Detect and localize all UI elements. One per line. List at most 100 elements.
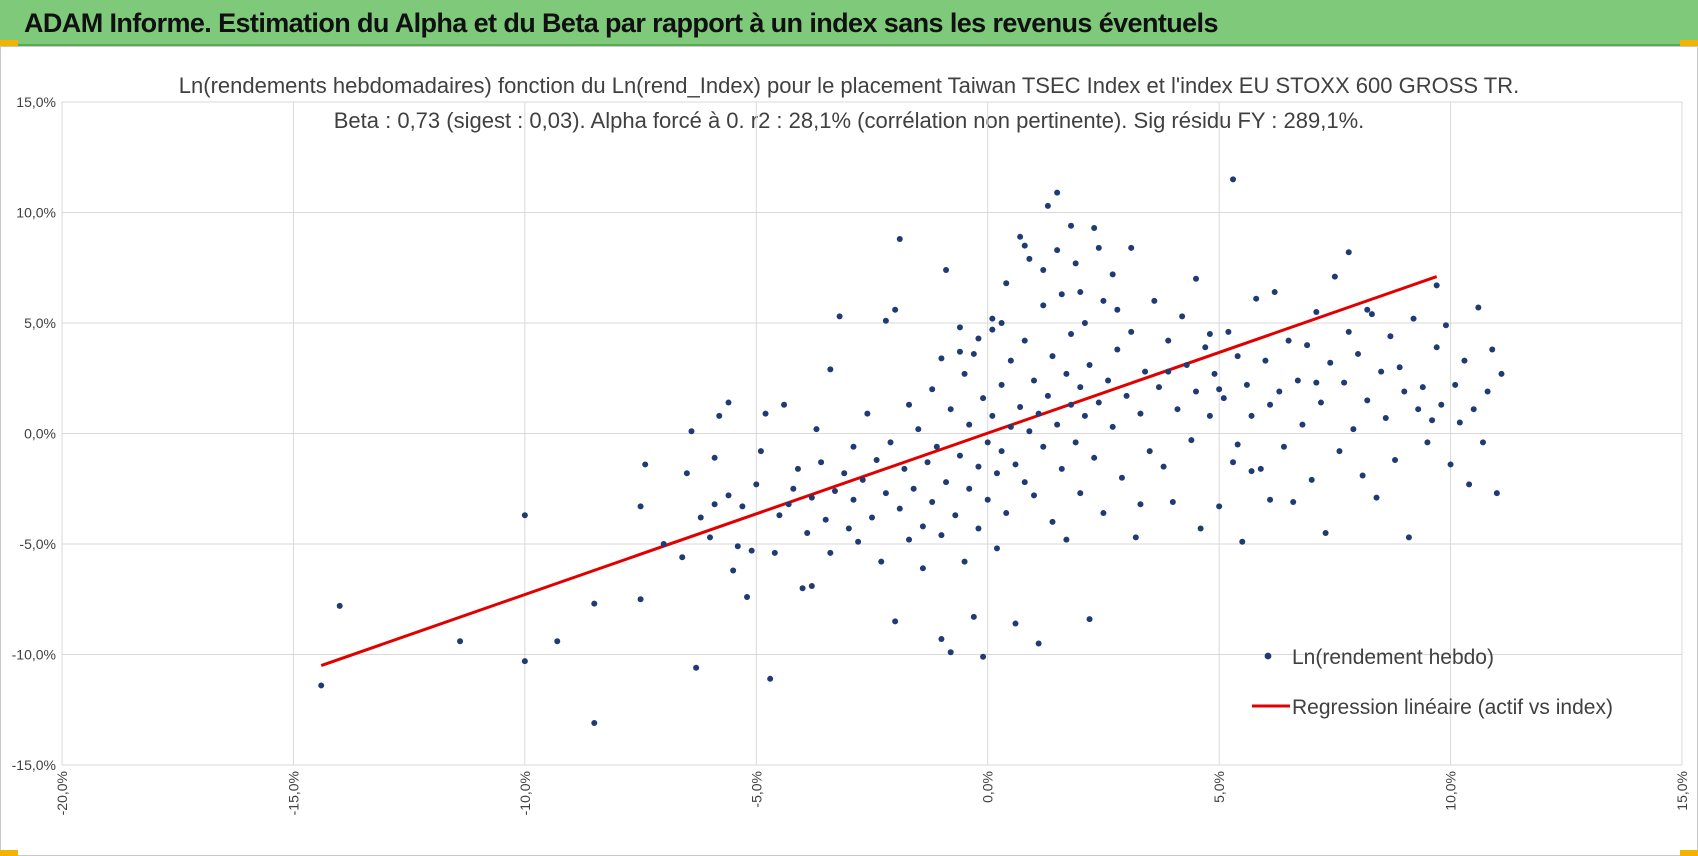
regression-line [320,275,1438,667]
data-point [554,638,561,645]
data-point [859,476,866,483]
data-point [1044,392,1051,399]
regression-series [320,275,1438,667]
data-point [1151,297,1158,304]
data-point [1456,419,1463,426]
corner-marker [0,40,18,46]
data-point [591,720,598,727]
legend: Ln(rendement hebdo) Regression linéaire … [1252,646,1613,719]
data-point [637,503,644,510]
data-point [1290,499,1297,506]
data-point [1063,370,1070,377]
data-point [961,558,968,565]
data-point [878,558,885,565]
data-point [744,594,751,601]
data-point [1193,275,1199,282]
corner-marker [1680,40,1698,46]
data-point [938,355,945,362]
x-tick-label: 15,0% [1674,771,1690,811]
data-point [1137,501,1144,508]
x-tick-label: 0,0% [980,771,996,803]
data-point [1345,249,1352,256]
data-point [785,501,792,508]
data-point [1396,364,1403,371]
data-point [1077,289,1084,296]
data-point [1433,282,1440,289]
data-point [1077,490,1084,497]
data-point [827,549,834,556]
data-point [952,512,959,519]
data-point [336,602,343,609]
data-point [679,554,686,561]
data-point [1452,381,1459,388]
data-point [1179,313,1186,320]
data-point [739,503,746,510]
data-point [1072,439,1079,446]
data-point [1341,379,1348,386]
data-point [1081,412,1088,419]
data-point [688,428,695,435]
data-point [1197,525,1204,532]
report-banner: ADAM Informe. Estimation du Alpha et du … [0,0,1698,46]
data-point [762,410,769,417]
data-point [1086,361,1093,368]
data-point [1466,481,1473,488]
data-point [1461,357,1468,364]
data-point [799,585,806,592]
data-point [1035,640,1042,647]
data-point [1313,379,1320,386]
data-point [822,516,829,523]
data-point [984,496,991,503]
data-point [1387,333,1394,340]
data-point [1479,439,1486,446]
data-point [901,465,908,472]
data-point [980,395,987,402]
data-point [683,470,690,477]
data-point [850,496,857,503]
data-point [1188,437,1195,444]
chart-title: Ln(rendements hebdomadaires) fonction du… [179,73,1519,98]
data-point [1142,368,1149,375]
data-point [1424,439,1431,446]
data-point [813,426,820,433]
data-point [938,636,945,643]
data-point [998,448,1005,455]
report-title: ADAM Informe. Estimation du Alpha et du … [24,8,1218,38]
data-point [980,653,987,660]
data-point [1267,401,1274,408]
x-tick-label: -15,0% [285,771,301,815]
data-point [1447,461,1454,468]
data-point [906,536,913,543]
data-point [1225,328,1232,335]
data-point [1327,359,1334,366]
data-point [1091,224,1098,231]
data-point [1049,518,1056,525]
data-point [1044,202,1051,209]
data-point [1267,496,1274,503]
x-tick-label: -5,0% [748,771,764,808]
data-point [734,543,741,550]
data-point [1405,534,1412,541]
data-point [989,412,996,419]
data-point [906,401,913,408]
data-point [910,485,917,492]
data-point [1322,529,1329,536]
data-point [919,523,926,530]
data-point [1165,368,1172,375]
data-point [1026,428,1033,435]
data-point [1378,368,1385,375]
data-point [1230,176,1237,183]
data-point [753,481,760,488]
data-point [1100,297,1107,304]
data-point [1091,454,1098,461]
data-point [1077,384,1084,391]
data-point [1072,260,1079,267]
y-tick-label: 10,0% [16,205,56,221]
data-point [1068,401,1075,408]
data-point [1206,412,1213,419]
data-point [1216,386,1223,393]
data-point [1220,395,1227,402]
data-point [1054,189,1061,196]
data-point [1239,538,1246,545]
